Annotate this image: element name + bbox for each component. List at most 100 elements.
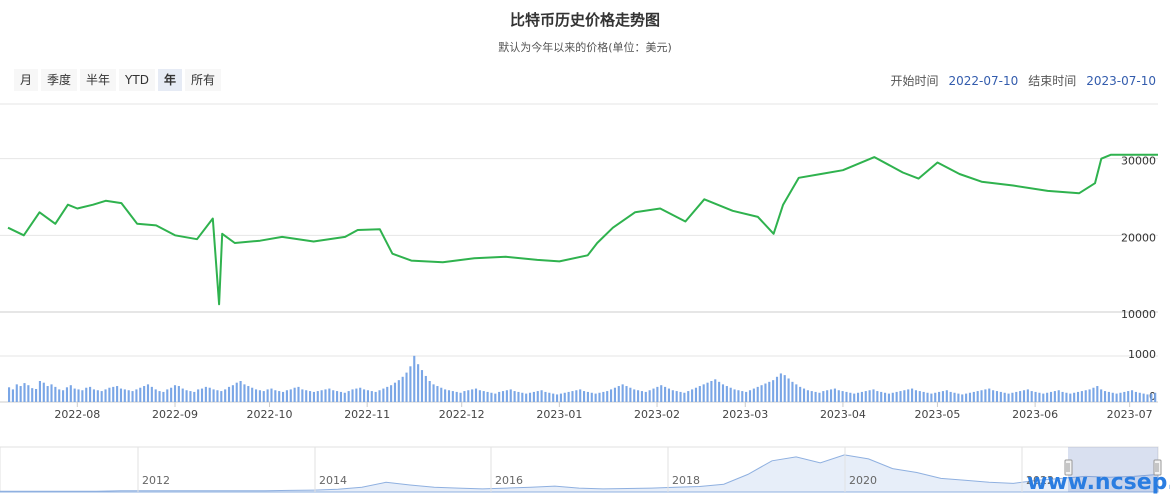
start-date-input[interactable]: 2022-07-10 bbox=[948, 73, 1019, 88]
range-button-half-year[interactable]: 半年 bbox=[80, 69, 117, 91]
volume-bar bbox=[772, 380, 775, 402]
x-tick-label: 2023-07 bbox=[1107, 408, 1153, 421]
volume-bar bbox=[316, 391, 319, 402]
volume-bar bbox=[1076, 391, 1080, 402]
volume-bar bbox=[637, 390, 640, 402]
x-tick-label: 2023-05 bbox=[914, 408, 960, 421]
volume-bar bbox=[980, 390, 983, 402]
volume-bar bbox=[760, 385, 763, 402]
volume-bar bbox=[363, 389, 366, 402]
volume-bar bbox=[764, 383, 767, 402]
volume-bar bbox=[833, 388, 836, 402]
price-line bbox=[7, 153, 1158, 306]
volume-bar bbox=[69, 385, 72, 402]
volume-bar bbox=[235, 382, 238, 402]
volume-bar bbox=[19, 386, 22, 402]
volume-bar bbox=[328, 388, 331, 402]
volume-bar bbox=[1119, 392, 1122, 402]
volume-bar bbox=[884, 392, 887, 402]
volume-bar bbox=[1069, 393, 1072, 402]
volume-bar bbox=[1103, 391, 1107, 402]
range-button-month[interactable]: 月 bbox=[14, 69, 39, 91]
volume-bar bbox=[918, 391, 921, 402]
volume-bar bbox=[38, 381, 41, 402]
volume-bar bbox=[413, 355, 416, 402]
volume-bar bbox=[903, 390, 906, 402]
volume-bar bbox=[694, 387, 698, 402]
volume-bar bbox=[1138, 392, 1141, 402]
volume-bar bbox=[1088, 389, 1091, 402]
volume-bar bbox=[351, 389, 354, 402]
x-tick-label: 2023-01 bbox=[536, 408, 582, 421]
volume-bar bbox=[922, 391, 925, 402]
volume-bar bbox=[779, 373, 782, 402]
watermark: www.ncsep.com bbox=[1027, 470, 1170, 495]
range-button-quarter[interactable]: 季度 bbox=[41, 69, 78, 91]
volume-bar bbox=[814, 391, 817, 402]
volume-bar bbox=[289, 389, 292, 402]
volume-bar bbox=[486, 391, 489, 402]
volume-bar bbox=[1026, 389, 1029, 402]
volume-bar bbox=[525, 393, 528, 402]
volume-bar bbox=[1134, 391, 1137, 402]
volume-bar bbox=[108, 387, 111, 402]
x-tick-label: 2022-09 bbox=[152, 408, 198, 421]
volume-bar bbox=[953, 392, 956, 402]
navigator-window bbox=[1068, 447, 1158, 492]
volume-bar bbox=[555, 394, 559, 402]
volume-bar bbox=[849, 392, 852, 402]
price-series bbox=[7, 153, 1158, 306]
volume-bar bbox=[432, 384, 435, 402]
volume-bar bbox=[127, 390, 130, 402]
volume-bar bbox=[247, 386, 250, 402]
navigator-year-label: 2014 bbox=[319, 474, 347, 487]
range-button-year[interactable]: 年 bbox=[157, 69, 182, 91]
volume-bar bbox=[251, 387, 254, 402]
volume-bar bbox=[278, 391, 281, 402]
navigator[interactable]: 2012 2014 2016 2018 2020 2022 bbox=[0, 446, 1162, 493]
volume-bar bbox=[1080, 391, 1083, 402]
volume-bar bbox=[436, 386, 439, 402]
range-button-all[interactable]: 所有 bbox=[184, 69, 221, 91]
volume-bar bbox=[521, 392, 524, 402]
volume-bar bbox=[1003, 392, 1006, 402]
volume-bar bbox=[1053, 391, 1056, 402]
date-range: 开始时间 2022-07-10 结束时间 2023-07-10 bbox=[890, 72, 1156, 89]
volume-bar bbox=[976, 391, 979, 402]
volume-bar bbox=[1034, 391, 1037, 402]
volume-bar bbox=[930, 393, 933, 402]
volume-bar bbox=[795, 384, 798, 402]
range-button-ytd[interactable]: YTD bbox=[119, 69, 155, 91]
volume-bar bbox=[602, 391, 605, 402]
volume-bar bbox=[822, 391, 825, 402]
volume-bar bbox=[65, 387, 69, 402]
volume-bar bbox=[613, 387, 616, 402]
start-date-label: 开始时间 bbox=[890, 74, 939, 88]
end-date-input[interactable]: 2023-07-10 bbox=[1086, 73, 1156, 88]
volume-bar bbox=[131, 391, 134, 402]
volume-bar bbox=[96, 390, 99, 402]
volume-bar bbox=[1092, 387, 1095, 402]
volume-bar bbox=[320, 390, 323, 402]
volume-bar bbox=[471, 389, 474, 402]
volume-bar bbox=[1084, 390, 1087, 402]
volume-bar bbox=[478, 390, 481, 402]
volume-bar bbox=[123, 389, 126, 402]
volume-bar bbox=[8, 387, 11, 402]
range-selector: 月 季度 半年 YTD 年 所有 bbox=[14, 69, 221, 91]
volume-bar bbox=[197, 389, 200, 402]
volume-bar bbox=[1111, 392, 1114, 402]
volume-bar bbox=[382, 388, 385, 402]
volume-bar bbox=[860, 391, 863, 402]
volume-bar bbox=[625, 386, 628, 402]
volume-bar bbox=[119, 388, 123, 402]
x-tick-label: 2023-04 bbox=[820, 408, 866, 421]
volume-bar bbox=[633, 389, 636, 402]
volume-bar bbox=[401, 376, 404, 402]
volume-bar bbox=[505, 390, 508, 402]
volume-bar bbox=[162, 391, 165, 402]
volume-bar bbox=[46, 386, 49, 402]
volume-bar bbox=[173, 385, 177, 402]
